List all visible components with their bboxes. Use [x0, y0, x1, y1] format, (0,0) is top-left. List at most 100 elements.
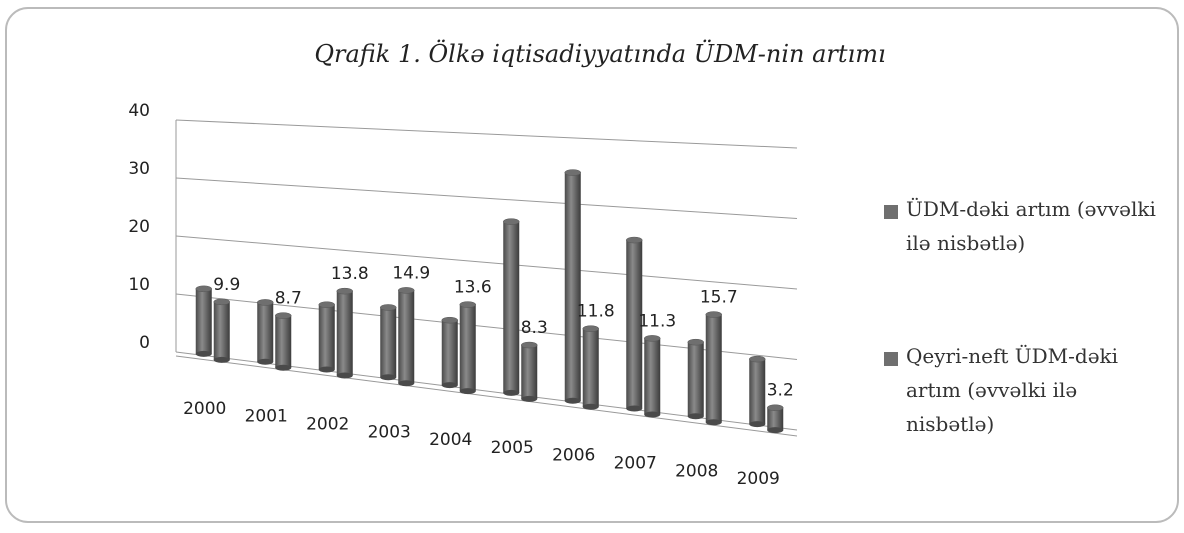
bar-body	[257, 302, 274, 362]
y-tick-label: 20	[128, 217, 150, 237]
bar	[213, 298, 230, 363]
bar-top	[767, 404, 784, 411]
bar	[687, 338, 704, 420]
bar	[441, 316, 458, 389]
x-tick-label: 2002	[306, 415, 349, 435]
bar-bottom	[257, 358, 274, 365]
bar-top	[257, 299, 274, 306]
frame	[5, 7, 1179, 523]
bar-bottom	[336, 372, 353, 379]
bar-body	[521, 345, 538, 399]
bar-bottom	[644, 411, 661, 418]
x-tick-label: 2008	[675, 461, 718, 481]
bar	[626, 236, 643, 412]
y-tick-label: 30	[128, 159, 150, 179]
bar-bottom	[749, 421, 766, 428]
bar-top	[503, 218, 520, 225]
data-label: 11.3	[638, 311, 676, 331]
bar	[336, 287, 353, 379]
bar-body	[705, 314, 722, 423]
bar-top	[626, 236, 643, 244]
x-tick-label: 2000	[183, 399, 226, 419]
x-tick-label: 2009	[737, 469, 780, 489]
bar-top	[275, 312, 292, 319]
bar-top	[644, 335, 661, 342]
bar-body	[749, 359, 766, 425]
bar-body	[441, 320, 458, 386]
bar-body	[503, 221, 520, 393]
x-tick-label: 2007	[614, 454, 657, 474]
bar	[749, 355, 766, 428]
data-label: 13.6	[454, 278, 492, 298]
data-label: 9.9	[213, 275, 240, 295]
bar-body	[459, 304, 476, 392]
bar-bottom	[564, 397, 581, 404]
x-tick-label: 2006	[552, 446, 595, 466]
legend-swatch	[884, 205, 898, 219]
y-tick-label: 10	[128, 275, 150, 295]
bar-body	[767, 407, 784, 431]
legend-swatch	[884, 352, 898, 366]
bar-top	[459, 301, 476, 308]
bar-bottom	[380, 374, 397, 381]
bar-bottom	[626, 405, 643, 412]
data-label: 8.3	[521, 318, 548, 338]
bar-top	[441, 316, 458, 324]
bar-body	[195, 288, 212, 354]
data-label: 11.8	[577, 302, 615, 322]
bar-bottom	[275, 364, 292, 371]
legend-entry: ÜDM-dəki artım (əvvəlki ilə nisbətlə)	[906, 197, 1156, 255]
data-label: 15.7	[700, 288, 738, 308]
legend-entry: Qeyri-neft ÜDM-dəki artım (əvvəlki ilə n…	[906, 344, 1119, 436]
bar-top	[195, 285, 212, 293]
bar-body	[687, 342, 704, 417]
bar-body	[275, 315, 292, 368]
bar-body	[380, 307, 397, 378]
bar-bottom	[318, 366, 335, 373]
bar-bottom	[398, 380, 415, 387]
bar	[275, 312, 292, 371]
bar	[398, 287, 415, 387]
bar-bottom	[705, 419, 722, 426]
x-tick-label: 2001	[245, 407, 288, 427]
bar-body	[644, 338, 661, 415]
bar-body	[213, 301, 230, 360]
y-tick-label: 0	[139, 333, 150, 353]
bar	[459, 301, 476, 395]
chart-title: Qrafik 1. Ölkə iqtisadiyyatında ÜDM-nin …	[314, 39, 885, 68]
bar-body	[564, 172, 581, 401]
data-label: 14.9	[392, 263, 430, 283]
bar	[503, 218, 520, 396]
bar-top	[213, 298, 230, 306]
bar-body	[336, 291, 353, 376]
bar-bottom	[503, 389, 520, 396]
bar-bottom	[195, 350, 212, 357]
bar-bottom	[213, 356, 230, 363]
bar-top	[582, 325, 599, 332]
bar-bottom	[521, 395, 538, 402]
bar-bottom	[582, 403, 599, 410]
bar-bottom	[441, 382, 458, 389]
bar-top	[521, 341, 538, 349]
bar-top	[318, 301, 335, 308]
bar-top	[336, 287, 353, 295]
bar-bottom	[459, 388, 476, 395]
grid-line	[175, 119, 798, 149]
bar-body	[398, 290, 415, 384]
bar-bottom	[767, 427, 784, 434]
bar-body	[626, 240, 643, 409]
bar-bottom	[687, 413, 704, 420]
data-label: 3.2	[767, 381, 794, 401]
x-tick-label: 2003	[368, 422, 411, 442]
bar	[318, 301, 335, 373]
bar	[521, 341, 538, 402]
bar-top	[705, 311, 722, 318]
bar-top	[398, 287, 415, 294]
data-label: 13.8	[331, 264, 369, 284]
bar	[564, 169, 581, 404]
bar-top	[564, 169, 581, 176]
bar	[582, 325, 599, 410]
x-tick-label: 2004	[429, 430, 472, 450]
